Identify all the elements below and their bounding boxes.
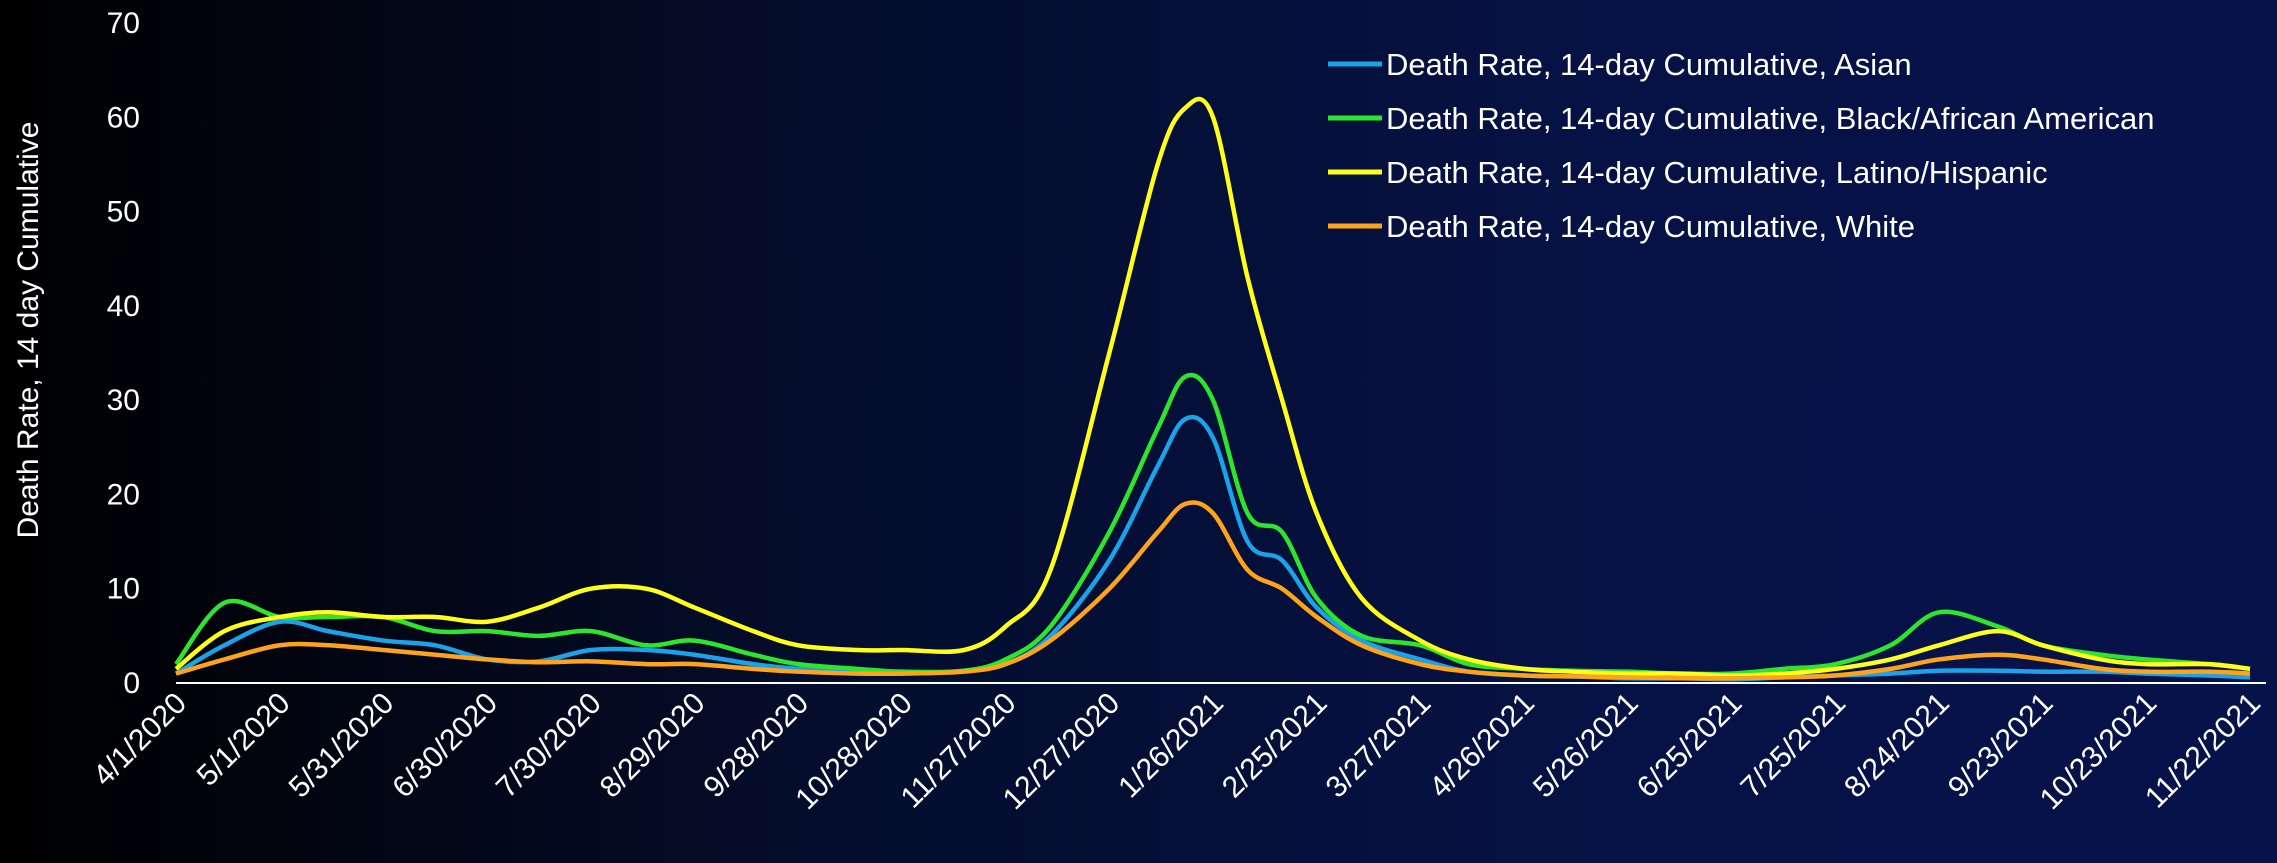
x-tick-label: 6/30/2020 [386, 687, 504, 805]
legend-label: Death Rate, 14-day Cumulative, Asian [1386, 47, 1912, 82]
x-tick-label: 3/27/2021 [1320, 687, 1438, 805]
x-tick-label: 7/25/2021 [1734, 687, 1852, 805]
x-tick-label: 4/26/2021 [1423, 687, 1541, 805]
y-tick-label: 20 [107, 478, 140, 511]
series-line-3 [175, 500, 2251, 681]
x-tick-label: 8/24/2021 [1838, 687, 1956, 805]
x-tick-labels: 4/1/20205/1/20205/31/20206/30/20207/30/2… [87, 687, 2267, 817]
x-tick-label: 5/31/2020 [283, 687, 401, 805]
x-tick-label: 4/1/2020 [87, 687, 193, 793]
x-tick-label: 1/26/2021 [1112, 687, 1230, 805]
series-line-2 [174, 96, 2251, 678]
y-tick-label: 40 [107, 290, 140, 323]
series-line-1 [174, 372, 2251, 677]
series-line-0 [174, 414, 2251, 682]
legend-label: Death Rate, 14-day Cumulative, Latino/Hi… [1386, 155, 2048, 190]
x-tick-label: 8/29/2020 [594, 687, 712, 805]
series-lines [174, 96, 2251, 682]
y-axis-label: Death Rate, 14 day Cumulative [12, 122, 45, 539]
x-tick-label: 5/1/2020 [191, 687, 297, 793]
legend-label: Death Rate, 14-day Cumulative, Black/Afr… [1386, 101, 2154, 136]
y-tick-labels: 0 10 20 30 40 50 60 70 [107, 7, 140, 700]
y-tick-label: 60 [107, 101, 140, 134]
legend-label: Death Rate, 14-day Cumulative, White [1386, 209, 1915, 244]
legend: Death Rate, 14-day Cumulative, Asian Deat… [1328, 47, 2154, 244]
y-tick-label: 70 [107, 7, 140, 40]
y-tick-label: 50 [107, 196, 140, 229]
x-tick-label: 7/30/2020 [490, 687, 608, 805]
y-tick-label: 30 [107, 384, 140, 417]
y-tick-label: 0 [123, 667, 140, 700]
y-tick-label: 10 [107, 573, 140, 606]
x-tick-label: 5/26/2021 [1527, 687, 1645, 805]
x-tick-label: 2/25/2021 [1216, 687, 1334, 805]
x-tick-label: 6/25/2021 [1631, 687, 1749, 805]
